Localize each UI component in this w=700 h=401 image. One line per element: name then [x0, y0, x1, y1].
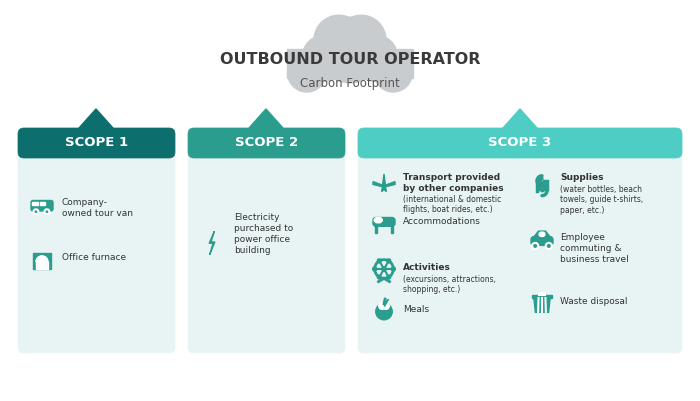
- Bar: [32, 202, 38, 205]
- FancyBboxPatch shape: [358, 128, 682, 158]
- Polygon shape: [384, 299, 388, 306]
- Circle shape: [34, 209, 38, 214]
- Text: Supplies: Supplies: [560, 173, 603, 182]
- Text: Accommodations: Accommodations: [403, 217, 481, 226]
- Bar: [36, 262, 48, 269]
- Polygon shape: [539, 293, 545, 295]
- FancyBboxPatch shape: [188, 128, 345, 353]
- FancyBboxPatch shape: [31, 200, 53, 211]
- Text: Activities: Activities: [403, 263, 451, 272]
- Polygon shape: [373, 174, 395, 192]
- Circle shape: [288, 54, 326, 92]
- Text: (excursions, attractions,
shopping, etc.): (excursions, attractions, shopping, etc.…: [403, 275, 496, 294]
- Polygon shape: [503, 109, 537, 128]
- Circle shape: [374, 54, 412, 92]
- FancyBboxPatch shape: [188, 128, 345, 158]
- Circle shape: [377, 275, 382, 279]
- Bar: [374, 226, 377, 233]
- Circle shape: [382, 267, 386, 271]
- Text: (international & domestic
flights, boat rides, etc.): (international & domestic flights, boat …: [403, 195, 501, 215]
- FancyBboxPatch shape: [18, 128, 175, 158]
- Circle shape: [337, 15, 386, 65]
- Bar: [40, 202, 45, 205]
- Circle shape: [379, 303, 385, 309]
- Circle shape: [546, 243, 552, 249]
- FancyBboxPatch shape: [373, 217, 395, 226]
- Circle shape: [302, 35, 349, 81]
- Text: Electricity
purchased to
power office
building: Electricity purchased to power office bu…: [234, 213, 293, 255]
- Text: Carbon Footprint: Carbon Footprint: [300, 77, 400, 89]
- Text: SCOPE 1: SCOPE 1: [65, 136, 128, 150]
- Text: Waste disposal: Waste disposal: [560, 297, 627, 306]
- Text: SCOPE 3: SCOPE 3: [489, 136, 552, 150]
- Bar: [532, 295, 552, 298]
- Text: Employee
commuting &
business travel: Employee commuting & business travel: [560, 233, 629, 264]
- FancyBboxPatch shape: [18, 128, 175, 353]
- Circle shape: [386, 275, 391, 279]
- Circle shape: [351, 35, 398, 81]
- Bar: [391, 226, 393, 233]
- Text: Company-
owned tour van: Company- owned tour van: [62, 198, 133, 218]
- FancyBboxPatch shape: [531, 237, 553, 245]
- Circle shape: [386, 259, 391, 263]
- Circle shape: [376, 303, 392, 320]
- FancyBboxPatch shape: [358, 128, 682, 353]
- Polygon shape: [249, 109, 283, 128]
- Text: Transport provided
by other companies: Transport provided by other companies: [403, 173, 503, 193]
- Polygon shape: [533, 298, 550, 312]
- Text: Meals: Meals: [403, 305, 429, 314]
- FancyBboxPatch shape: [374, 217, 382, 223]
- Circle shape: [532, 243, 538, 249]
- FancyBboxPatch shape: [539, 232, 545, 236]
- Bar: [33, 253, 51, 269]
- Circle shape: [391, 267, 395, 271]
- Polygon shape: [79, 109, 113, 128]
- Circle shape: [45, 209, 50, 214]
- Text: OUTBOUND TOUR OPERATOR: OUTBOUND TOUR OPERATOR: [220, 51, 480, 67]
- Polygon shape: [534, 231, 550, 237]
- Text: SCOPE 2: SCOPE 2: [235, 136, 298, 150]
- Bar: [287, 49, 413, 78]
- Circle shape: [372, 267, 377, 271]
- Text: Office furnace: Office furnace: [62, 253, 126, 262]
- Polygon shape: [209, 231, 215, 255]
- Circle shape: [317, 17, 383, 83]
- Text: (water bottles, beach
towels, guide t-shirts,
paper, etc.): (water bottles, beach towels, guide t-sh…: [560, 185, 643, 215]
- Circle shape: [314, 15, 363, 65]
- Wedge shape: [36, 256, 48, 262]
- Circle shape: [383, 303, 389, 309]
- Circle shape: [377, 259, 382, 263]
